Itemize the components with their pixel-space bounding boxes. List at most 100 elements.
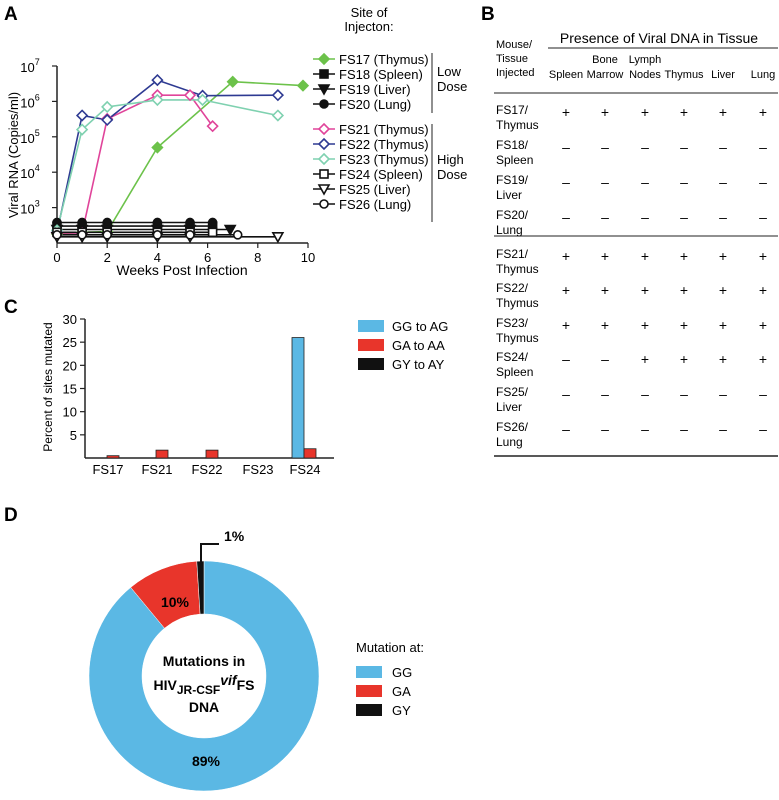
panel-d-donut-chart: 89% 10% 1% Mutations in HIVJR-CSFvifFS D… [88,528,424,792]
table-cell: – [641,174,649,190]
table-cell: + [601,282,609,298]
x-tick-label: FS24 [289,462,320,477]
data-point [151,73,164,87]
panel-b-table: Presence of Viral DNA in Tissue Mouse/Ti… [494,30,778,457]
legend-title: Site of [351,5,388,20]
legend-label: GA to AA [392,338,445,353]
row-label: FS24/ [496,350,529,364]
row-header: Tissue [496,53,528,65]
y-tick-label: 15 [63,382,77,397]
table-cell: – [641,139,649,155]
x-tick-label: 2 [104,250,111,265]
table-cell: – [759,386,767,402]
row-label: Liver [496,188,522,202]
x-tick-label: FS17 [92,462,123,477]
table-cell: – [562,209,570,225]
table-cell: – [601,351,609,367]
table-cell: – [562,139,570,155]
data-point [102,217,112,228]
data-point [196,93,209,107]
x-tick-label: 8 [254,250,261,265]
data-point [152,230,163,240]
donut-legend-title: Mutation at: [356,640,424,655]
row-label: Liver [496,400,522,414]
legend-title: Injecton: [344,19,393,34]
table-cell: – [601,209,609,225]
data-point [101,100,114,114]
legend-label: FS26 (Lung) [339,197,411,212]
x-tick-label: 4 [154,250,161,265]
data-point [52,230,62,240]
row-label: FS22/ [496,281,529,295]
data-point [185,230,195,240]
slice-callout-gy [200,543,219,566]
row-label: FS19/ [496,173,529,187]
legend-marker [317,122,331,136]
table-cell: – [719,209,727,225]
y-tick-label: 104 [20,163,39,181]
data-point [77,230,87,240]
column-header: Liver [711,69,735,81]
column-header: Thymus [664,69,704,81]
data-point [271,231,285,244]
table-cell: + [601,317,609,333]
y-tick-label: 25 [63,335,77,350]
legend-label: FS19 (Liver) [339,82,411,97]
x-axis-label: Weeks Post Infection [116,262,247,278]
row-label: FS17/ [496,103,529,117]
legend-swatch [356,666,382,678]
data-point [152,217,163,228]
x-tick-label: FS22 [191,462,222,477]
table-cell: – [641,209,649,225]
column-header: Bone [592,54,618,66]
table-cell: – [759,209,767,225]
donut-center-line2: HIVJR-CSFvifFS [154,672,255,697]
data-point [207,217,218,228]
y-tick-label: 5 [70,428,77,443]
column-header: Lymph [629,54,662,66]
table-cell: + [562,248,570,264]
table-cell: + [641,351,649,367]
y-axis-label: Viral RNA (Copies/ml) [6,92,21,218]
donut-slice [196,560,205,615]
row-label: Thymus [496,118,539,132]
legend-label: GG to AG [392,319,448,334]
table-cell: – [680,174,688,190]
panel-c-letter: C [4,297,18,318]
series-line [56,79,278,233]
y-tick-label: 20 [63,358,77,373]
table-cell: + [759,351,767,367]
y-tick-label: 10 [63,405,77,420]
panel-c-bar-chart: Percent of sites mutated 5 10 15 20 25 30 FS1… [41,312,448,477]
legend-marker [319,199,329,209]
table-cell: + [680,317,688,333]
series-line [56,99,279,231]
data-point [185,217,195,228]
donut-slice [88,560,320,792]
row-label: Lung [496,435,523,449]
legend-label: GY to AY [392,357,445,372]
table-cell: – [719,386,727,402]
table-cell: + [641,282,649,298]
panel-d-letter: D [4,505,18,526]
legend-label: GG [392,665,412,680]
y-tick-label: 103 [20,199,39,217]
data-point [183,89,197,102]
data-point [207,227,218,238]
data-point [232,230,243,240]
table-cell: – [562,386,570,402]
table-cell: – [601,386,609,402]
table-cell: – [759,139,767,155]
table-cell: + [641,104,649,120]
table-cell: – [680,386,688,402]
legend-label: FS24 (Spleen) [339,167,423,182]
table-cell: + [759,104,767,120]
legend-swatch [358,339,384,351]
donut-center-line1: Mutations in [163,653,245,669]
table-cell: – [601,174,609,190]
legend-marker [319,99,329,109]
table-cell: – [601,139,609,155]
table-cell: – [759,421,767,437]
table-cell: + [759,317,767,333]
